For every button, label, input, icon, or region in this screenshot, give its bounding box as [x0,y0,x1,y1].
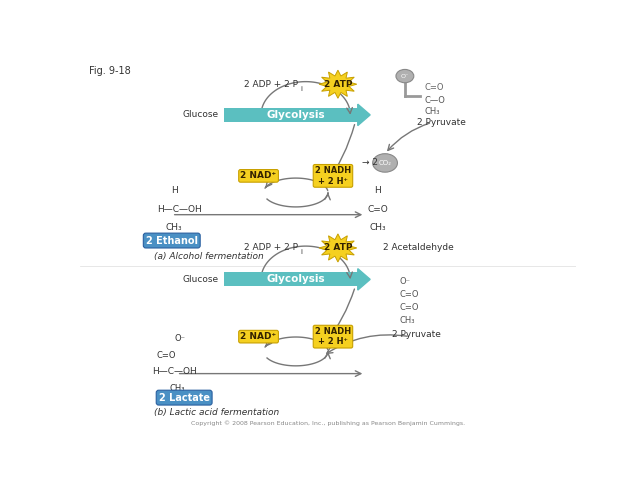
Text: Glucose: Glucose [183,275,219,284]
Text: O⁻: O⁻ [400,276,411,286]
Text: 2 Lactate: 2 Lactate [159,393,210,403]
Text: 2 ADP + 2 P: 2 ADP + 2 P [244,243,298,252]
Text: H—C—OH: H—C—OH [152,367,196,376]
Text: 2 Pyruvate: 2 Pyruvate [392,330,442,339]
Text: Glucose: Glucose [183,110,219,120]
Text: (b) Lactic acid fermentation: (b) Lactic acid fermentation [154,408,280,417]
Text: (a) Alcohol fermentation: (a) Alcohol fermentation [154,252,264,261]
Text: CO₂: CO₂ [378,160,392,166]
Text: C=O: C=O [400,302,419,312]
Circle shape [372,154,397,172]
Text: CH₃: CH₃ [369,223,386,232]
Text: → 2: → 2 [362,158,378,168]
Text: 2 ATP: 2 ATP [324,243,352,252]
Text: H: H [171,186,178,195]
Text: 2 ATP: 2 ATP [324,80,352,89]
Text: Copyright © 2008 Pearson Education, Inc., publishing as Pearson Benjamin Cumming: Copyright © 2008 Pearson Education, Inc.… [191,420,465,426]
Text: 2 NADH
+ 2 H⁺: 2 NADH + 2 H⁺ [315,327,351,347]
Polygon shape [358,104,370,126]
Text: 2 Ethanol: 2 Ethanol [146,236,198,246]
Polygon shape [319,70,356,98]
Text: CH₃: CH₃ [400,315,415,324]
Circle shape [396,70,414,83]
Text: i: i [301,250,303,255]
Text: C=O: C=O [367,204,388,214]
FancyBboxPatch shape [224,108,358,122]
Text: C=O: C=O [400,289,419,299]
Text: 2 Pyruvate: 2 Pyruvate [417,118,466,127]
Text: O⁻: O⁻ [174,334,185,343]
Text: C=O: C=O [425,83,444,92]
Text: i: i [301,85,303,92]
Text: 2 NADH
+ 2 H⁺: 2 NADH + 2 H⁺ [315,166,351,186]
Text: 2 NAD⁺: 2 NAD⁺ [241,332,276,341]
FancyBboxPatch shape [224,272,358,287]
Text: CH₃: CH₃ [166,223,182,232]
Text: C=O: C=O [157,350,177,360]
Text: 2 ADP + 2 P: 2 ADP + 2 P [244,80,298,89]
Text: 2 Acetaldehyde: 2 Acetaldehyde [383,243,453,252]
Text: CH₃: CH₃ [425,107,440,116]
Text: H: H [374,186,381,195]
Text: Fig. 9-18: Fig. 9-18 [89,66,131,76]
Polygon shape [358,269,370,290]
Text: H—C—OH: H—C—OH [157,204,202,214]
Text: 2 NAD⁺: 2 NAD⁺ [241,171,276,180]
Text: Glycolysis: Glycolysis [266,110,325,120]
Text: O⁻: O⁻ [401,73,409,79]
Polygon shape [319,234,356,262]
Text: C—O: C—O [425,96,445,105]
Text: CH₃: CH₃ [169,384,185,393]
Text: Glycolysis: Glycolysis [266,275,325,284]
